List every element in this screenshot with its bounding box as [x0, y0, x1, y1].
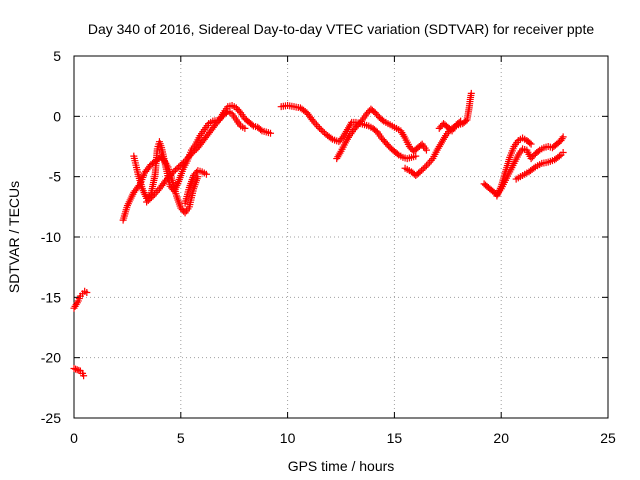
data-point	[416, 168, 424, 176]
data-point	[143, 198, 151, 206]
data-point	[179, 158, 187, 166]
y-tick-label: -5	[49, 169, 62, 185]
data-point	[187, 150, 195, 158]
data-point	[257, 126, 265, 134]
x-tick-label: 25	[600, 430, 616, 446]
y-tick-label: -25	[41, 410, 61, 426]
data-point	[378, 116, 386, 124]
data-point	[72, 365, 80, 373]
data-point	[421, 163, 429, 171]
data-point	[173, 165, 181, 173]
data-point	[267, 129, 275, 137]
data-point	[527, 140, 535, 148]
data-point	[455, 118, 463, 126]
data-point	[327, 134, 335, 142]
data-point	[191, 147, 199, 155]
data-point	[70, 365, 78, 373]
y-axis-label: SDTVAR / TECUs	[6, 181, 22, 293]
data-point	[73, 366, 81, 374]
x-tick-label: 0	[70, 430, 78, 446]
data-point	[534, 147, 542, 155]
y-tick-label: 5	[53, 48, 61, 64]
y-tick-label: -15	[41, 289, 61, 305]
data-point	[424, 160, 432, 168]
data-point	[559, 133, 567, 141]
x-tick-label: 20	[493, 430, 509, 446]
data-point	[555, 152, 563, 160]
data-point	[559, 149, 567, 157]
data-point	[80, 372, 88, 380]
x-tick-label: 5	[177, 430, 185, 446]
data-point	[235, 107, 243, 115]
data-point	[75, 366, 83, 374]
data-point	[393, 150, 401, 158]
data-point	[83, 289, 91, 297]
x-axis-label: GPS time / hours	[288, 458, 395, 474]
data-point	[176, 162, 184, 170]
data-point	[422, 146, 430, 154]
data-point	[170, 168, 178, 176]
data-point	[171, 166, 179, 174]
data-point	[317, 126, 325, 134]
data-point	[530, 164, 538, 172]
data-point	[316, 124, 324, 132]
data-point	[312, 121, 320, 129]
data-point	[526, 139, 534, 147]
data-point	[189, 148, 197, 156]
x-tick-label: 10	[280, 430, 296, 446]
data-point	[147, 193, 155, 201]
data-point	[467, 89, 475, 97]
data-point	[144, 196, 152, 204]
x-tick-label: 15	[387, 430, 403, 446]
data-point	[357, 118, 365, 126]
data-point	[314, 123, 322, 131]
grid	[74, 56, 608, 418]
data-point	[202, 170, 210, 178]
chart-title: Day 340 of 2016, Sidereal Day-to-day VTE…	[88, 21, 595, 37]
data-point	[319, 127, 327, 135]
data-point	[248, 121, 256, 129]
y-tick-label: 0	[53, 108, 61, 124]
data-points	[70, 89, 567, 380]
data-point	[178, 160, 186, 168]
data-point	[412, 152, 420, 160]
data-point	[418, 166, 426, 174]
data-point	[241, 124, 249, 132]
data-point	[457, 117, 465, 125]
data-point	[175, 163, 183, 171]
y-tick-label: -10	[41, 229, 61, 245]
data-point	[168, 169, 176, 177]
data-point	[426, 158, 434, 166]
data-point	[146, 195, 154, 203]
axis-ticks: 0 5 10 15 20 25 -25 -20 -15 -10 -5 0 5	[41, 48, 616, 446]
data-point	[419, 165, 427, 173]
y-tick-label: -20	[41, 350, 61, 366]
